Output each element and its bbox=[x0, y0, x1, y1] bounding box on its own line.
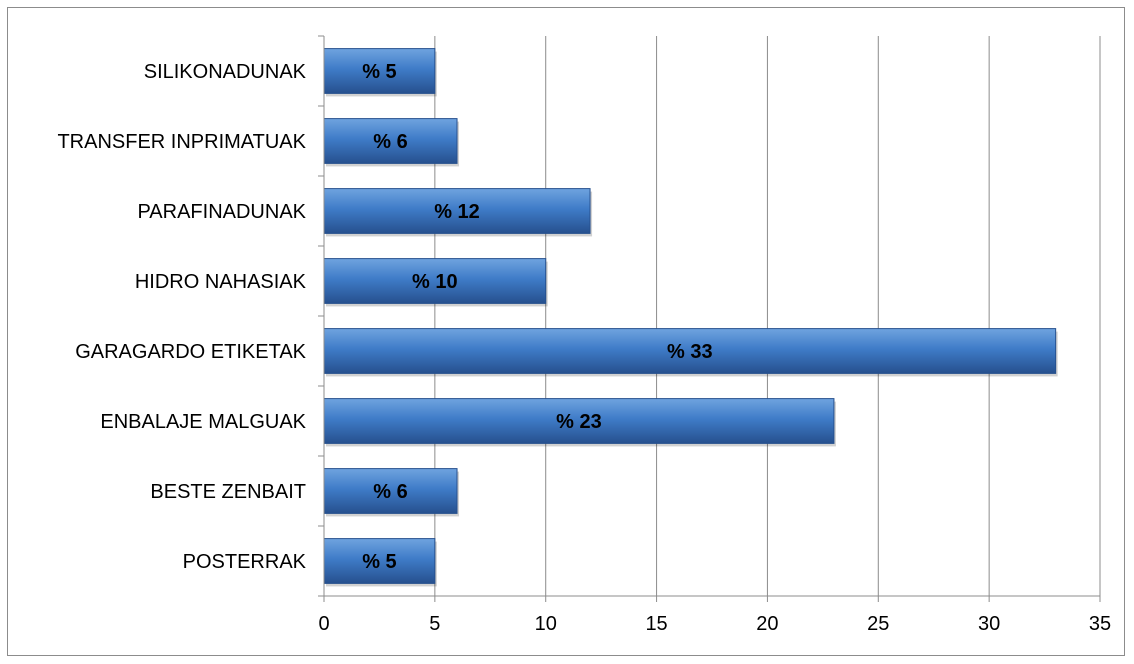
x-tick-label: 15 bbox=[645, 613, 667, 635]
data-label: % 6 bbox=[373, 481, 407, 503]
x-tick-label: 20 bbox=[756, 613, 778, 635]
bar bbox=[323, 188, 591, 234]
category-label: BESTE ZENBAIT bbox=[150, 481, 306, 503]
x-tick-label: 5 bbox=[429, 613, 440, 635]
bar bbox=[323, 538, 436, 584]
x-tick-label: 30 bbox=[978, 613, 1000, 635]
data-label: % 33 bbox=[667, 341, 713, 363]
x-tick-label: 10 bbox=[535, 613, 557, 635]
category-label: PARAFINADUNAK bbox=[137, 201, 306, 223]
bar bbox=[323, 328, 1057, 374]
category-label: POSTERRAK bbox=[183, 551, 307, 573]
data-label: % 6 bbox=[373, 131, 407, 153]
data-label: % 12 bbox=[434, 201, 480, 223]
x-tick-label: 0 bbox=[318, 613, 329, 635]
bar bbox=[323, 468, 458, 514]
bar bbox=[323, 118, 458, 164]
x-tick-label: 35 bbox=[1089, 613, 1111, 635]
data-label: % 23 bbox=[556, 411, 602, 433]
bar bbox=[323, 398, 835, 444]
bar bbox=[323, 48, 436, 94]
category-label: SILIKONADUNAK bbox=[144, 61, 307, 83]
bars bbox=[323, 48, 1058, 587]
chart-frame: 0 5 10 15 20 25 30 35 SILIKONADUNAK % 5 TRANSFER I… bbox=[7, 7, 1125, 656]
gridlines bbox=[434, 36, 1101, 596]
data-label: % 5 bbox=[362, 551, 396, 573]
data-label: % 10 bbox=[412, 271, 458, 293]
category-label: TRANSFER INPRIMATUAK bbox=[57, 131, 306, 153]
bar bbox=[323, 258, 547, 304]
data-label: % 5 bbox=[362, 61, 396, 83]
labels: 0 5 10 15 20 25 30 35 SILIKONADUNAK % 5 TRANSFER I… bbox=[57, 61, 1111, 635]
axes bbox=[318, 35, 1101, 602]
bar-chart: 0 5 10 15 20 25 30 35 SILIKONADUNAK % 5 TRANSFER I… bbox=[57, 35, 1111, 635]
category-label: ENBALAJE MALGUAK bbox=[100, 411, 306, 433]
category-label: GARAGARDO ETIKETAK bbox=[75, 341, 306, 363]
category-label: HIDRO NAHASIAK bbox=[135, 271, 307, 293]
x-tick-label: 25 bbox=[867, 613, 889, 635]
